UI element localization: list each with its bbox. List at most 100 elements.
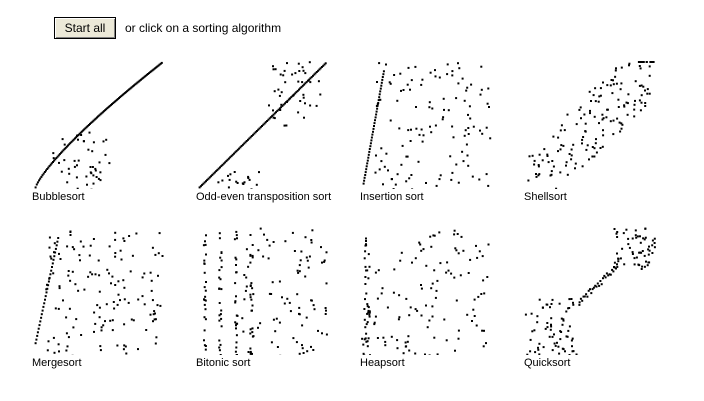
panel-quicksort[interactable]: Quicksort	[520, 223, 660, 383]
data-dot	[625, 228, 628, 231]
data-dot	[67, 167, 70, 170]
data-dot	[483, 329, 485, 332]
data-dot	[639, 109, 642, 112]
data-dot	[641, 265, 644, 268]
panel-label: Bitonic sort	[196, 357, 251, 369]
data-dot	[222, 162, 225, 165]
data-dot	[635, 256, 638, 259]
panel-label: Heapsort	[360, 357, 405, 369]
data-dot	[263, 122, 266, 125]
data-dot	[61, 138, 64, 141]
panel-label: Odd-even transposition sort	[196, 191, 332, 203]
data-dot	[420, 287, 423, 290]
data-dot	[47, 340, 50, 343]
panel-mergesort[interactable]: Mergesort	[28, 223, 168, 383]
data-dot	[617, 106, 620, 108]
data-dot	[425, 304, 427, 307]
data-dot	[640, 61, 643, 63]
data-dot	[318, 68, 321, 71]
data-dot	[614, 75, 617, 78]
data-dot	[131, 85, 134, 88]
data-dot	[592, 94, 595, 97]
panel-bitonic-sort[interactable]: Bitonic sort	[192, 223, 332, 383]
dots-canvas[interactable]	[192, 57, 332, 189]
data-dot	[218, 346, 221, 349]
data-dot	[623, 104, 626, 107]
data-dot	[617, 257, 620, 260]
data-dot	[151, 69, 154, 72]
data-dot	[648, 249, 651, 252]
data-dot	[221, 179, 224, 182]
data-dot	[124, 91, 127, 94]
data-dot	[473, 315, 476, 317]
data-dot	[153, 67, 156, 70]
data-dot	[610, 79, 613, 81]
data-dot	[251, 327, 254, 330]
dots-canvas[interactable]	[356, 57, 496, 189]
data-dot	[297, 271, 300, 274]
data-dot	[650, 61, 653, 63]
panel-shellsort[interactable]: Shellsort	[520, 57, 660, 217]
panel-heapsort[interactable]: Heapsort	[356, 223, 496, 383]
data-dot	[37, 327, 40, 330]
dots-canvas[interactable]	[520, 223, 660, 355]
data-dot	[249, 293, 252, 296]
data-dot	[364, 283, 367, 285]
data-dot	[312, 74, 314, 77]
data-dot	[362, 182, 365, 185]
data-dot	[76, 134, 78, 137]
data-dot	[443, 318, 446, 321]
start-all-button[interactable]: Start all	[54, 17, 116, 39]
data-dot	[203, 259, 206, 262]
data-dot	[432, 234, 435, 237]
data-dot	[49, 163, 52, 166]
data-dot	[411, 188, 414, 189]
data-dot	[58, 153, 61, 156]
data-dot	[105, 138, 108, 141]
data-dot	[414, 257, 417, 260]
data-dot	[547, 161, 550, 164]
data-dot	[367, 306, 370, 309]
data-dot	[309, 104, 312, 107]
data-dot	[148, 72, 151, 75]
data-dot	[302, 96, 305, 99]
data-dot	[553, 342, 556, 345]
data-dot	[249, 261, 252, 264]
data-dot	[235, 150, 238, 153]
dots-canvas[interactable]	[520, 57, 660, 189]
data-dot	[485, 342, 487, 345]
data-dot	[122, 348, 125, 351]
data-dot	[43, 302, 46, 305]
data-dot	[58, 287, 61, 290]
data-dot	[414, 352, 417, 355]
data-dot	[102, 140, 105, 143]
data-dot	[75, 318, 78, 321]
data-dot	[480, 65, 483, 68]
dots-canvas[interactable]	[192, 223, 332, 355]
data-dot	[249, 332, 252, 335]
data-dot	[203, 339, 205, 342]
panel-odd-even-transposition-sort[interactable]: Odd-even transposition sort	[192, 57, 332, 217]
data-dot	[538, 298, 541, 301]
data-dot	[556, 341, 558, 344]
dots-canvas[interactable]	[28, 223, 168, 355]
data-dot	[140, 78, 142, 81]
data-dot	[55, 244, 58, 247]
dots-canvas[interactable]	[356, 223, 496, 355]
data-dot	[72, 326, 75, 329]
data-dot	[137, 298, 140, 301]
data-dot	[411, 261, 413, 264]
data-dot	[98, 161, 101, 164]
data-dot	[477, 295, 480, 298]
data-dot	[128, 235, 131, 237]
data-dot	[108, 162, 111, 165]
data-dot	[272, 318, 275, 321]
panel-insertion-sort[interactable]: Insertion sort	[356, 57, 496, 217]
data-dot	[83, 288, 86, 291]
data-dot	[268, 292, 271, 295]
dots-canvas[interactable]	[28, 57, 168, 189]
data-dot	[86, 125, 89, 128]
panel-bubblesort[interactable]: Bubblesort	[28, 57, 168, 217]
data-dot	[586, 295, 589, 298]
data-dot	[457, 181, 460, 184]
